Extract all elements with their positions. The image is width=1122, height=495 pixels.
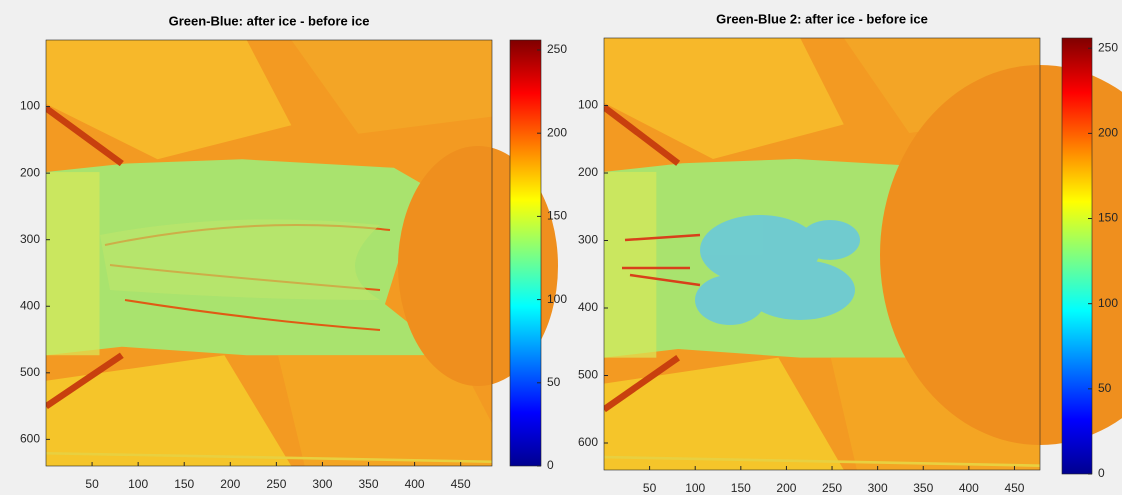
y-tick-label: 200: [20, 165, 40, 179]
colorbar-tick-label: 150: [547, 209, 567, 223]
x-tick-label: 450: [1004, 481, 1024, 495]
x-tick-label: 200: [776, 481, 796, 495]
colorbar-tick-label: 150: [1098, 211, 1118, 225]
x-tick-label: 450: [451, 477, 471, 491]
colorbar-tick-label: 0: [547, 458, 554, 472]
x-tick-label: 150: [174, 477, 194, 491]
y-tick-label: 500: [20, 365, 40, 379]
colorbar-tick-label: 250: [1098, 40, 1118, 54]
x-tick-label: 100: [685, 481, 705, 495]
colorbar-tick-label: 200: [1098, 126, 1118, 140]
x-tick-label: 50: [643, 481, 657, 495]
colorbar: [1061, 37, 1093, 475]
x-tick-label: 200: [220, 477, 240, 491]
x-tick-label: 350: [913, 481, 933, 495]
x-tick-label: 400: [959, 481, 979, 495]
axes-box: [603, 37, 1041, 471]
image-left: [46, 40, 558, 466]
y-tick-label: 300: [20, 232, 40, 246]
chart-title: Green-Blue 2: after ice - before ice: [716, 11, 928, 26]
x-tick-label: 250: [266, 477, 286, 491]
y-tick-label: 500: [578, 368, 598, 382]
y-tick-label: 200: [578, 165, 598, 179]
colorbar-tick-label: 100: [1098, 296, 1118, 310]
x-tick-label: 150: [731, 481, 751, 495]
axes-box: [45, 39, 493, 467]
y-tick-label: 100: [20, 99, 40, 113]
colorbar-tick-label: 50: [547, 375, 561, 389]
colorbar-tick-label: 50: [1098, 381, 1112, 395]
colorbar-tick-label: 100: [547, 292, 567, 306]
x-tick-label: 350: [359, 477, 379, 491]
x-tick-label: 50: [85, 477, 99, 491]
image-right: [604, 38, 1122, 470]
x-tick-label: 250: [822, 481, 842, 495]
colorbar-tick-label: 0: [1098, 466, 1105, 480]
x-tick-label: 300: [312, 477, 332, 491]
chart-title: Green-Blue: after ice - before ice: [169, 13, 370, 28]
x-tick-label: 100: [128, 477, 148, 491]
y-tick-label: 600: [20, 432, 40, 446]
colorbar-tick-label: 200: [547, 125, 567, 139]
y-tick-label: 400: [20, 298, 40, 312]
x-tick-label: 300: [868, 481, 888, 495]
colorbar: [509, 39, 542, 467]
x-tick-label: 400: [405, 477, 425, 491]
y-tick-label: 400: [578, 300, 598, 314]
y-tick-label: 600: [578, 435, 598, 449]
colorbar-tick-label: 250: [547, 42, 567, 56]
y-tick-label: 300: [578, 233, 598, 247]
y-tick-label: 100: [578, 98, 598, 112]
